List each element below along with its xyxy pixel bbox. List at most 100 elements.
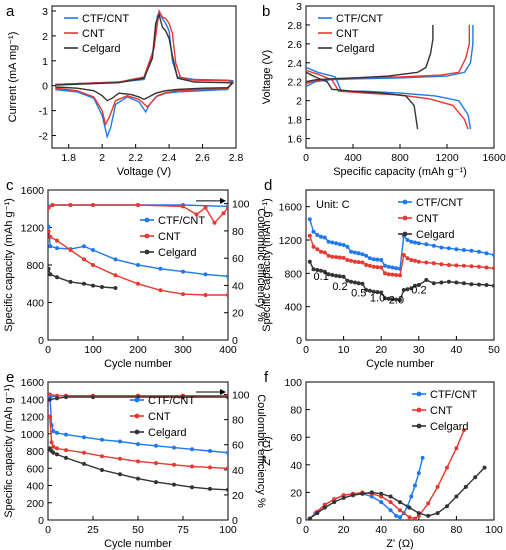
- panel-e-series-0-point: [64, 432, 68, 437]
- panel-f-series-0-point: [394, 513, 399, 518]
- panel-c-series-1-point: [68, 248, 73, 252]
- panel-d-legend-marker: [402, 215, 408, 221]
- panel-d-series-2-point: [439, 280, 444, 285]
- panel-e-series-0-point: [82, 435, 86, 440]
- panel-b-xtick-label: 1600: [482, 152, 506, 164]
- panel-d-series-1-point: [394, 273, 399, 277]
- panel-d-frame: [305, 189, 495, 341]
- panel-c-series-4-point: [226, 205, 228, 210]
- panel-d-series-0-point: [405, 238, 410, 242]
- panel-a-ytick-label: 0: [42, 81, 48, 93]
- panel-d-series-2-point: [322, 269, 327, 274]
- panel-f-ylabel: Z'' (Ω): [261, 436, 273, 466]
- panel-e-series-0-point: [226, 450, 228, 455]
- panel-e-series-4-point: [48, 392, 52, 397]
- panel-d-series-0-point: [334, 241, 339, 246]
- panel-a-frame: [51, 5, 237, 149]
- panel-d-series-0-point: [364, 253, 369, 258]
- panel-c-series-0-line-0: [48, 226, 228, 277]
- panel-a-ytick-label: -1: [39, 106, 48, 118]
- panel-d-series-0-point: [409, 239, 414, 244]
- panel-d-series-1-point: [424, 260, 429, 265]
- panel-e-ytick-label: 600: [26, 463, 44, 475]
- panel-d-series-0-point: [484, 251, 489, 256]
- panel-a-plot-area: [55, 8, 235, 140]
- panel-d-series-0-point: [446, 246, 451, 251]
- panel-c-series-1-point: [203, 293, 208, 297]
- panel-f-plot-area: [307, 428, 487, 520]
- panel-c-legend-label: CTF/CNT: [158, 215, 205, 227]
- panel-d-xlabel: Cycle number: [366, 358, 434, 370]
- panel-f-legend-label: CTF/CNT: [430, 389, 477, 401]
- panel-e-series-0-point: [118, 439, 122, 444]
- panel-e-series-0-point: [208, 449, 212, 453]
- panel-b-legend-label: CNT: [336, 28, 359, 40]
- panel-e-series-5-point: [91, 395, 95, 400]
- panel-b-letter: b: [262, 3, 270, 20]
- panel-c-y2label: Coulombic efficiency %: [255, 208, 267, 322]
- panel-e-plot-area: [48, 392, 228, 492]
- panel-d-series-1-point: [439, 262, 444, 267]
- panel-b-legend-label: CTF/CNT: [336, 13, 383, 25]
- panel-d-series-2-point: [484, 283, 489, 287]
- panel-a-legend-label: CTF/CNT: [82, 13, 129, 25]
- panel-d-series-2-point: [375, 290, 380, 295]
- panel-a-letter: a: [6, 3, 15, 20]
- panel-c-series-4-point: [48, 205, 51, 210]
- panel-f-legend-marker: [416, 391, 422, 397]
- panel-d-series-1-point: [345, 258, 350, 262]
- panel-b-ytick-label: 3: [296, 1, 302, 13]
- panel-d-rate-label: 0.5: [351, 288, 366, 300]
- panel-d-legend-label: CNT: [416, 213, 439, 225]
- panel-e-ytick-label: 1600: [21, 377, 45, 389]
- panel-d-series-0-point: [367, 256, 372, 261]
- panel-e-legend-marker: [134, 429, 140, 435]
- panel-d-series-2-point: [454, 280, 459, 285]
- panel-d-series-0-point: [349, 249, 354, 254]
- panel-a-xtick-label: 2.8: [229, 152, 244, 164]
- panel-d-series-1-point: [307, 233, 312, 238]
- panel-b-ytick-label: 2.6: [287, 39, 302, 51]
- panel-b-ytick-label: 2.2: [287, 77, 302, 89]
- panel-c-y2tick-label: 0: [232, 335, 238, 347]
- panel-c-legend-marker: [144, 217, 150, 223]
- panel-e-series-1-point: [64, 448, 68, 453]
- panel-f-ytick-label: 100: [284, 377, 302, 389]
- panel-b-xtick-label: 400: [344, 152, 362, 164]
- panel-e-series-0-point: [190, 447, 194, 452]
- panel-e-series-5-point: [226, 395, 228, 400]
- panel-c-series-2-point: [48, 266, 51, 271]
- panel-f-series-2-point: [407, 505, 412, 510]
- panel-e-y2tick-label: 20: [232, 490, 244, 502]
- panel-f-series-2-point: [369, 490, 374, 495]
- panel-d-series-1-point: [337, 255, 342, 260]
- panel-f-legend-label: Celgard: [430, 421, 469, 433]
- panel-e-y2tick-label: 80: [232, 415, 244, 427]
- panel-d-series-1-point: [416, 259, 421, 264]
- panel-d-legend-label: Celgard: [416, 229, 455, 241]
- panel-e-series-2-point: [226, 487, 228, 492]
- panel-b-ytick-label: 2: [296, 96, 302, 108]
- panel-f-series-2-point: [473, 475, 478, 480]
- panel-f-series-2-point: [379, 491, 384, 496]
- panel-f-series-0-point: [409, 494, 414, 499]
- panel-f-series-2-point: [435, 511, 440, 516]
- panel-d-series-0-point: [386, 264, 391, 269]
- panel-d-series-0-point: [477, 249, 481, 254]
- panel-c-xtick-label: 200: [129, 344, 147, 356]
- panel-a-xtick-label: 2.4: [162, 152, 177, 164]
- panel-a-ytick-label: -2: [39, 131, 48, 143]
- panel-e-ytick-label: 1000: [21, 429, 45, 441]
- panel-d-series-2-point: [349, 279, 354, 284]
- panel-d-legend-label: CTF/CNT: [416, 197, 463, 209]
- panel-e-legend-marker: [134, 413, 140, 419]
- panel-e-y2tick-label: 40: [232, 465, 244, 477]
- panel-d-series-0-point: [424, 242, 429, 247]
- panel-a-legend-label: CNT: [82, 28, 105, 40]
- panel-c-letter: c: [6, 177, 14, 194]
- panel-e-ytick-label: 400: [26, 481, 44, 493]
- panel-c-ytick-label: 1200: [21, 223, 45, 235]
- panel-f-series-1-point: [388, 500, 393, 505]
- panel-d-rate-label: 0.2: [411, 284, 426, 296]
- panel-f-frame: [305, 381, 495, 521]
